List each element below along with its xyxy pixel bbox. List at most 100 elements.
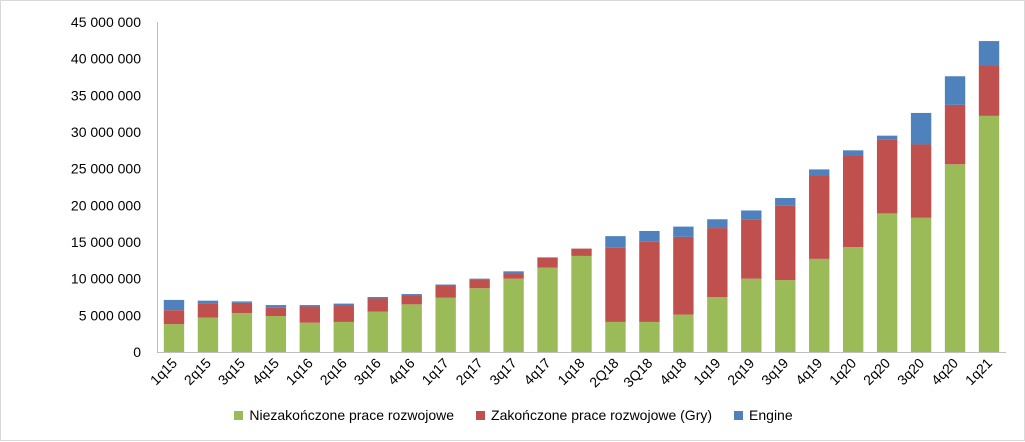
x-tick-label: 1q20: [826, 355, 859, 388]
bar-segment-zakonczone: [809, 176, 830, 259]
bar-segment-zakonczone: [469, 279, 490, 289]
bar-segment-zakonczone: [741, 219, 762, 279]
bar-segment-niezakonczone: [775, 280, 796, 352]
bar-segment-engine: [910, 112, 932, 145]
bar-segment-engine: [707, 219, 728, 229]
bar-segment-engine: [469, 278, 490, 280]
x-tick-label: 4q17: [520, 355, 553, 388]
legend-label-zakonczone: Zakończone prace rozwojowe (Gry): [491, 407, 713, 423]
bar-segment-zakonczone: [503, 273, 524, 279]
y-tick-label: 0: [133, 344, 141, 360]
bar-segment-zakonczone: [333, 305, 354, 322]
bar-segment-engine: [842, 150, 864, 156]
bar-segment-engine: [503, 271, 524, 274]
x-tick-label: 1q18: [554, 355, 587, 388]
bar-segment-niezakonczone: [469, 288, 490, 352]
bar-segment-engine: [605, 236, 626, 248]
x-tick-label: 3Q18: [620, 355, 656, 391]
bar-segment-engine: [809, 169, 830, 176]
bar-segment-engine: [163, 299, 185, 311]
bar-segment-niezakonczone: [944, 164, 966, 352]
bar-segment-niezakonczone: [809, 258, 830, 352]
legend-entry-zakonczone: Zakończone prace rozwojowe (Gry): [476, 407, 712, 423]
x-axis-ticks: 1q15 2q15 3q15 4q15 1q16 2q16 3q16 4q16 1q17 2q17…: [147, 355, 996, 391]
bar-segment-engine: [876, 135, 898, 140]
bar-segment-engine: [401, 294, 422, 296]
x-tick-label: 3q15: [215, 355, 248, 388]
bar-segment-niezakonczone: [435, 297, 456, 352]
bar-segment-niezakonczone: [537, 267, 558, 352]
x-tick-label: 3q16: [351, 355, 384, 388]
y-axis-ticks: 0 5 000 000 10 000 000 15 000 000 20 000 000…: [71, 14, 141, 360]
y-tick-label: 15 000 000: [71, 234, 141, 250]
bar-segment-niezakonczone: [605, 321, 626, 352]
bar-segment-niezakonczone: [910, 217, 932, 352]
bar-segment-zakonczone: [299, 306, 321, 323]
bar-segment-zakonczone: [435, 286, 456, 298]
bar-segment-zakonczone: [910, 144, 932, 218]
bar-segment-zakonczone: [842, 155, 864, 248]
bar-segment-engine: [231, 301, 253, 303]
y-tick-label: 20 000 000: [71, 197, 141, 213]
y-tick-label: 5 000 000: [79, 307, 141, 323]
bar-segment-niezakonczone: [978, 115, 1000, 352]
bar-segment-zakonczone: [367, 298, 388, 312]
bar-segment-niezakonczone: [876, 213, 898, 352]
y-tick-label: 45 000 000: [71, 14, 141, 30]
x-tick-label: 1q16: [283, 355, 316, 388]
x-tick-label: 4q18: [656, 355, 689, 388]
bar-segment-niezakonczone: [265, 316, 287, 352]
x-tick-label: 3q19: [758, 355, 791, 388]
legend-swatch-niezakonczone: [234, 410, 244, 420]
legend: Niezakończone prace rozwojowe Zakończone…: [1, 405, 1025, 425]
legend-entry-engine: Engine: [734, 407, 793, 423]
bar-segment-niezakonczone: [231, 313, 253, 352]
y-tick-label: 25 000 000: [71, 161, 141, 177]
bar-segment-engine: [944, 76, 966, 105]
y-tick-label: 10 000 000: [71, 271, 141, 287]
x-tick-label: 4q15: [249, 355, 282, 388]
bar-segment-niezakonczone: [741, 278, 762, 352]
bar-segment-engine: [265, 305, 287, 308]
x-tick-label: 1q15: [147, 355, 180, 388]
bar-segment-zakonczone: [876, 139, 898, 214]
bar-segment-engine: [299, 305, 321, 307]
bar-segment-engine: [673, 226, 694, 237]
bar-segment-niezakonczone: [707, 297, 728, 352]
bar-segment-niezakonczone: [673, 314, 694, 352]
bar-segment-niezakonczone: [842, 247, 864, 352]
y-tick-label: 35 000 000: [71, 87, 141, 103]
legend-swatch-engine: [734, 410, 744, 420]
legend-label-niezakonczone: Niezakończone prace rozwojowe: [249, 407, 455, 423]
bar-segment-zakonczone: [605, 247, 626, 322]
bar-segment-niezakonczone: [639, 321, 660, 352]
bar-segment-niezakonczone: [503, 278, 524, 352]
bar-segment-niezakonczone: [299, 322, 321, 352]
bar-segment-zakonczone: [707, 228, 728, 297]
bar-segment-niezakonczone: [333, 321, 354, 352]
x-tick-label: 2Q18: [586, 355, 622, 391]
bar-segment-engine: [435, 284, 456, 286]
x-tick-label: 3q17: [486, 355, 519, 388]
x-tick-label: 2q16: [317, 355, 350, 388]
x-tick-label: 1q17: [418, 355, 451, 388]
x-tick-label: 2q17: [452, 355, 485, 388]
bar-segment-niezakonczone: [571, 255, 592, 352]
bar-segment-engine: [978, 41, 1000, 66]
y-tick-label: 30 000 000: [71, 124, 141, 140]
bar-segment-niezakonczone: [367, 311, 388, 352]
bar-segment-niezakonczone: [163, 324, 185, 352]
bar-segment-niezakonczone: [401, 304, 422, 352]
x-tick-label: 2q15: [181, 355, 214, 388]
bar-segment-engine: [197, 300, 219, 304]
bar-segment-zakonczone: [571, 248, 592, 256]
bar-segment-zakonczone: [775, 205, 796, 281]
x-tick-label: 4q19: [792, 355, 825, 388]
bar-segment-zakonczone: [231, 302, 253, 314]
x-tick-label: 4q20: [928, 355, 961, 388]
bar-segment-zakonczone: [197, 303, 219, 318]
bar-segment-zakonczone: [401, 295, 422, 305]
bar-segment-zakonczone: [265, 307, 287, 317]
